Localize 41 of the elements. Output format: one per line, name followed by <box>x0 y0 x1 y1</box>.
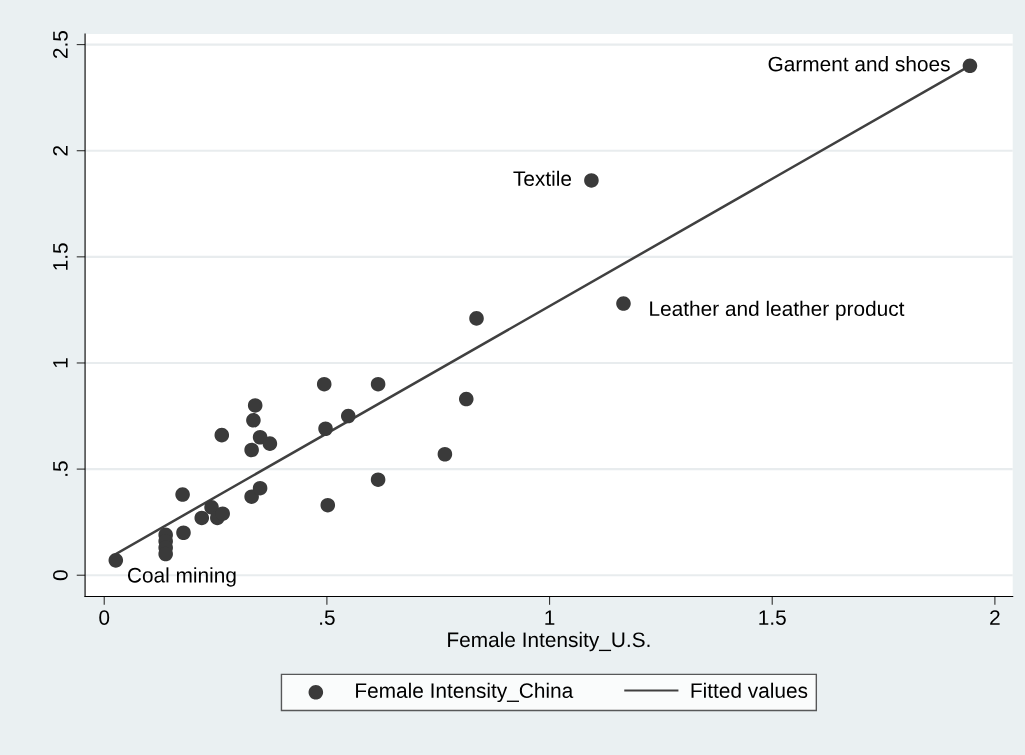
annotation: Leather and leather product <box>650 300 905 321</box>
y-tick-label: 2 <box>53 145 68 156</box>
point <box>247 398 263 413</box>
point <box>214 427 230 443</box>
x-tick-label: 2 <box>990 610 1000 625</box>
point <box>459 391 474 407</box>
point <box>194 510 210 526</box>
annotation: Coal mining <box>127 567 236 587</box>
point <box>584 173 599 188</box>
x-axis-title: Female Intensity_U.S. <box>448 631 650 652</box>
y-tick-label: 0 <box>53 570 68 581</box>
point <box>246 413 261 428</box>
point <box>252 480 268 496</box>
x-tick-label: 1 <box>545 610 555 625</box>
point <box>616 296 631 311</box>
point <box>469 311 484 326</box>
y-tick-label: 2.5 <box>53 30 68 59</box>
legend-label: Female Intensity_China <box>356 682 574 703</box>
point <box>244 442 259 458</box>
point <box>108 553 124 568</box>
y-tick-label: 1.5 <box>53 243 68 270</box>
point <box>175 487 190 502</box>
legend-label: Fitted values <box>691 682 808 698</box>
point <box>437 446 453 462</box>
point <box>370 472 386 487</box>
point <box>370 376 386 392</box>
point <box>320 497 336 513</box>
x-tick-label: 0 <box>99 610 110 625</box>
y-tick-label: 1 <box>53 358 68 368</box>
x-tick-label: .5 <box>320 610 335 625</box>
point <box>318 421 333 437</box>
point <box>962 58 978 74</box>
x-tick-label: 1.5 <box>759 610 786 625</box>
annotation: Textile <box>513 170 572 187</box>
y-tick-label: .5 <box>53 461 68 476</box>
point <box>340 408 356 424</box>
point <box>316 376 332 392</box>
point <box>176 525 191 541</box>
point <box>262 436 278 451</box>
annotation: Garment and shoes <box>768 56 950 72</box>
point <box>244 489 259 504</box>
